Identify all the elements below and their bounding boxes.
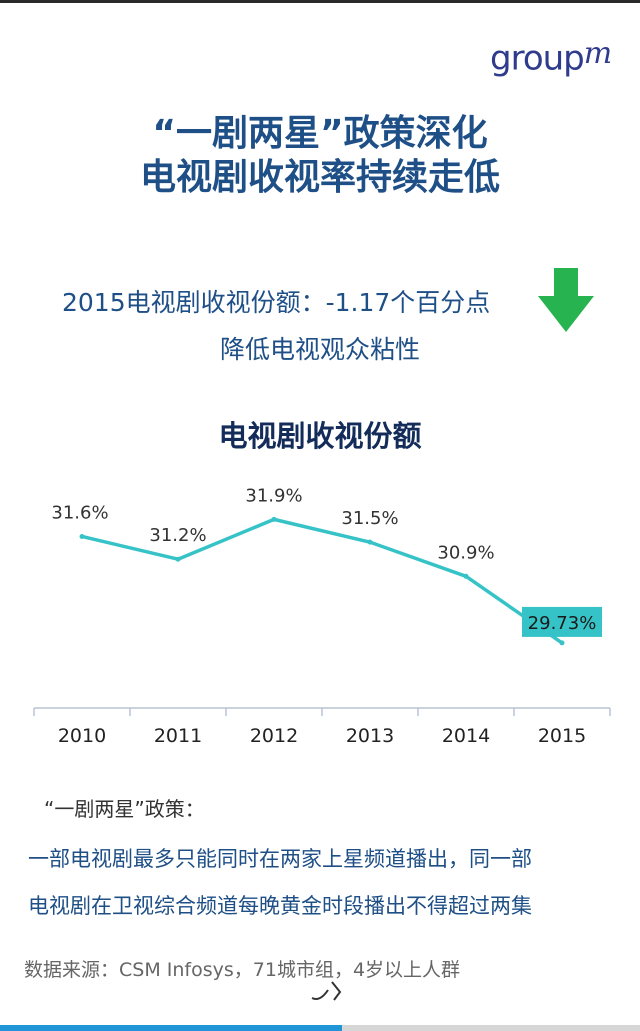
data-label-2013: 31.5% [341, 508, 398, 529]
scroll-hint-icon [311, 981, 342, 1001]
data-label-2014: 30.9% [437, 542, 494, 563]
logo-sup: m [583, 36, 613, 71]
groupm-logo: groupm [490, 36, 630, 86]
x-tick-label-2014: 2014 [442, 725, 490, 747]
page-title-line-1: “一剧两星”政策深化 [152, 113, 488, 154]
data-label-2015: 29.73% [528, 613, 597, 634]
data-point-2012 [271, 516, 277, 522]
data-source-note: 数据来源：CSM Infosys，71城市组，4岁以上人群 [24, 959, 461, 981]
policy-title: “一剧两星”政策： [44, 797, 205, 821]
data-label-2010: 31.6% [51, 502, 108, 523]
policy-line-1: 一部电视剧最多只能同时在两家上星频道播出，同一部 [28, 847, 532, 871]
data-point-2010 [79, 533, 85, 539]
data-point-2015 [559, 640, 565, 646]
data-point-2014 [463, 573, 469, 579]
series-line [81, 517, 563, 645]
highlight-label-box [522, 606, 602, 637]
top-rule [0, 0, 640, 3]
x-tick-label-2013: 2013 [346, 725, 394, 747]
data-label-2011: 31.2% [149, 525, 206, 546]
share-line-chart: 31.6% 31.2% 31.9% 31.5% 30.9% 29.73% 2010 2011 2… [33, 485, 611, 747]
down-arrow-icon [538, 268, 594, 332]
data-point-2011 [175, 556, 181, 562]
x-tick-label-2012: 2012 [250, 725, 298, 747]
reading-progress-fill [0, 1025, 343, 1031]
x-tick-label-2015: 2015 [538, 725, 586, 747]
data-point-2013 [367, 539, 373, 545]
chart-title: 电视剧收视份额 [218, 419, 422, 453]
page-title-line-2: 电视剧收视率持续走低 [139, 157, 500, 198]
reading-progress-bar [0, 1025, 640, 1031]
x-tick-label-2010: 2010 [58, 725, 106, 747]
logo-text: group [490, 38, 585, 79]
policy-line-2: 电视剧在卫视综合频道每晚黄金时段播出不得超过两集 [28, 894, 532, 918]
subtitle-line-2: 降低电视观众粘性 [219, 335, 420, 364]
data-label-2012: 31.9% [245, 485, 302, 506]
x-tick-label-2011: 2011 [154, 725, 202, 747]
subtitle-line-1: 2015电视剧收视份额：-1.17个百分点 [62, 288, 491, 317]
